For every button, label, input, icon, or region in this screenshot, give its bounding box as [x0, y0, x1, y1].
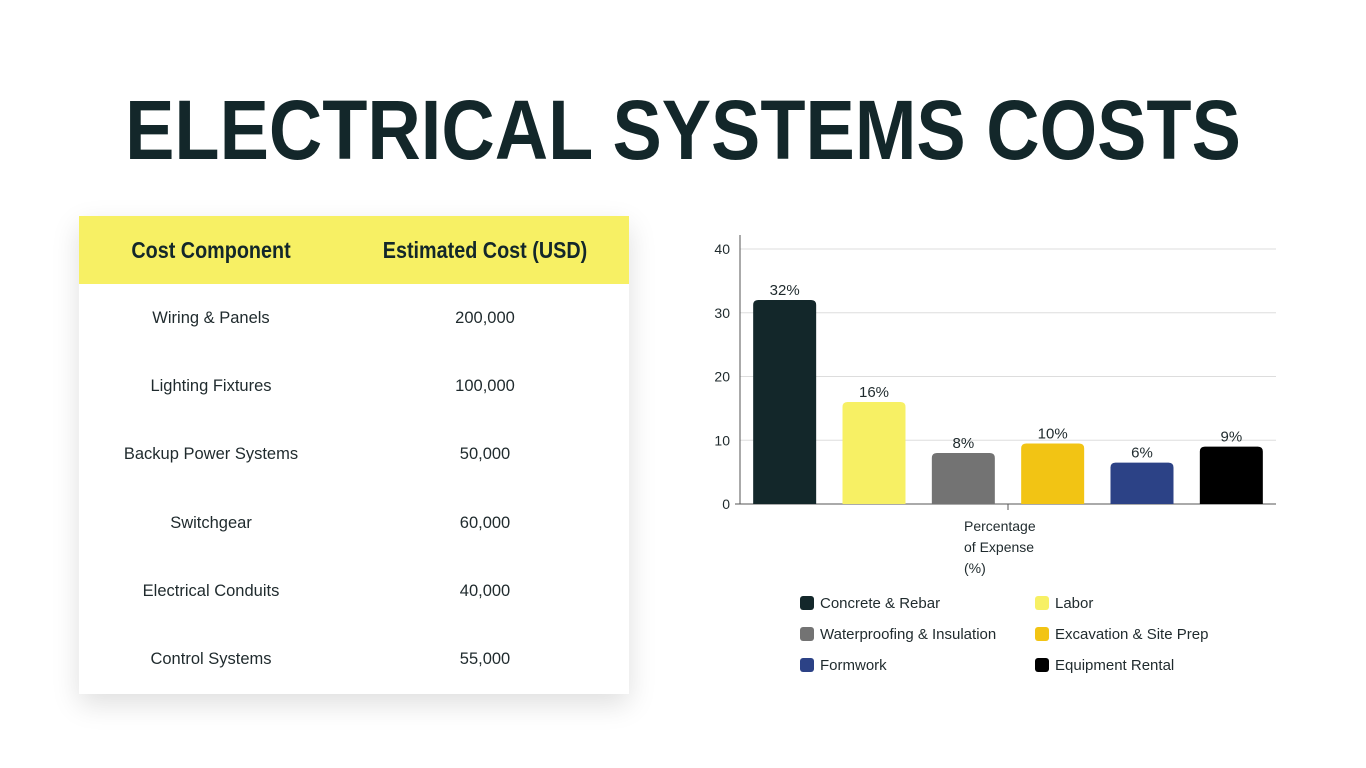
- data-label: 10%: [1038, 425, 1068, 442]
- cell-cost: 200,000: [455, 308, 515, 327]
- legend-label: Excavation & Site Prep: [1055, 625, 1209, 643]
- legend-item: Equipment Rental: [1035, 655, 1270, 675]
- data-label: 6%: [1131, 445, 1153, 462]
- data-label: 16%: [859, 384, 889, 401]
- legend-swatch: [800, 596, 814, 610]
- bar: [1199, 446, 1263, 504]
- cell-component: Switchgear: [170, 513, 252, 532]
- legend-label: Equipment Rental: [1055, 656, 1175, 674]
- cell-cost: 100,000: [455, 376, 515, 395]
- legend-item: Concrete & Rebar: [800, 593, 1035, 613]
- legend-label: Labor: [1055, 594, 1094, 612]
- cell-component: Backup Power Systems: [123, 445, 299, 464]
- legend-label: Formwork: [820, 656, 887, 674]
- legend-label: Waterproofing & Insulation: [820, 625, 997, 643]
- table-row: Switchgear 60,000: [79, 489, 629, 557]
- data-label: 9%: [1220, 429, 1242, 446]
- cell-cost: 40,000: [459, 581, 511, 600]
- cell-cost: 55,000: [459, 650, 511, 669]
- legend-swatch: [1035, 627, 1049, 641]
- table-row: Electrical Conduits 40,000: [79, 557, 629, 625]
- table-row: Backup Power Systems 50,000: [79, 421, 629, 489]
- data-label: 32%: [770, 282, 800, 299]
- bar: [1110, 462, 1174, 504]
- page-title: ELECTRICAL SYSTEMS COSTS: [125, 83, 1241, 177]
- legend-label: Concrete & Rebar: [820, 594, 941, 612]
- table-header: Cost Component Estimated Cost (USD): [79, 216, 629, 284]
- cell-cost: 50,000: [459, 445, 511, 464]
- cell-component: Control Systems: [150, 650, 272, 669]
- chart-svg: 0 10 20 30 40 32% 16% 8% 10% 6% 9% Percentage of Exp…: [714, 235, 1276, 576]
- bar: [1021, 443, 1085, 504]
- cost-table: Cost Component Estimated Cost (USD) Wiri…: [79, 216, 629, 694]
- bar: [931, 453, 995, 504]
- y-tick-label: 40: [714, 241, 730, 257]
- legend-swatch: [1035, 658, 1049, 672]
- bar: [753, 300, 817, 504]
- table-row: Control Systems 55,000: [79, 625, 629, 693]
- y-tick-label: 30: [714, 305, 730, 321]
- column-header-cost: Estimated Cost (USD): [382, 236, 588, 263]
- legend-item: Waterproofing & Insulation: [800, 624, 1035, 644]
- cell-component: Lighting Fixtures: [150, 376, 272, 395]
- bar: [842, 402, 906, 504]
- y-tick-label: 0: [722, 496, 730, 512]
- legend-item: Excavation & Site Prep: [1035, 624, 1270, 644]
- legend-swatch: [800, 627, 814, 641]
- legend-swatch: [800, 658, 814, 672]
- y-tick-label: 10: [714, 432, 730, 448]
- legend-item: Labor: [1035, 593, 1270, 613]
- cell-component: Wiring & Panels: [152, 308, 270, 327]
- y-tick-label: 20: [714, 369, 730, 385]
- legend-swatch: [1035, 596, 1049, 610]
- x-axis-label: Percentage of Expense (%): [964, 518, 1036, 576]
- column-header-component: Cost Component: [131, 236, 291, 263]
- data-label: 8%: [952, 435, 974, 452]
- bar-chart: 0 10 20 30 40 32% 16% 8% 10% 6% 9% Percentage of Exp…: [690, 225, 1290, 695]
- table-row: Wiring & Panels 200,000: [79, 284, 629, 352]
- legend-item: Formwork: [800, 655, 1035, 675]
- cell-cost: 60,000: [459, 513, 511, 532]
- chart-legend: Concrete & Rebar Labor Waterproofing & Ins…: [800, 593, 1270, 675]
- table-row: Lighting Fixtures 100,000: [79, 352, 629, 420]
- cell-component: Electrical Conduits: [142, 581, 280, 600]
